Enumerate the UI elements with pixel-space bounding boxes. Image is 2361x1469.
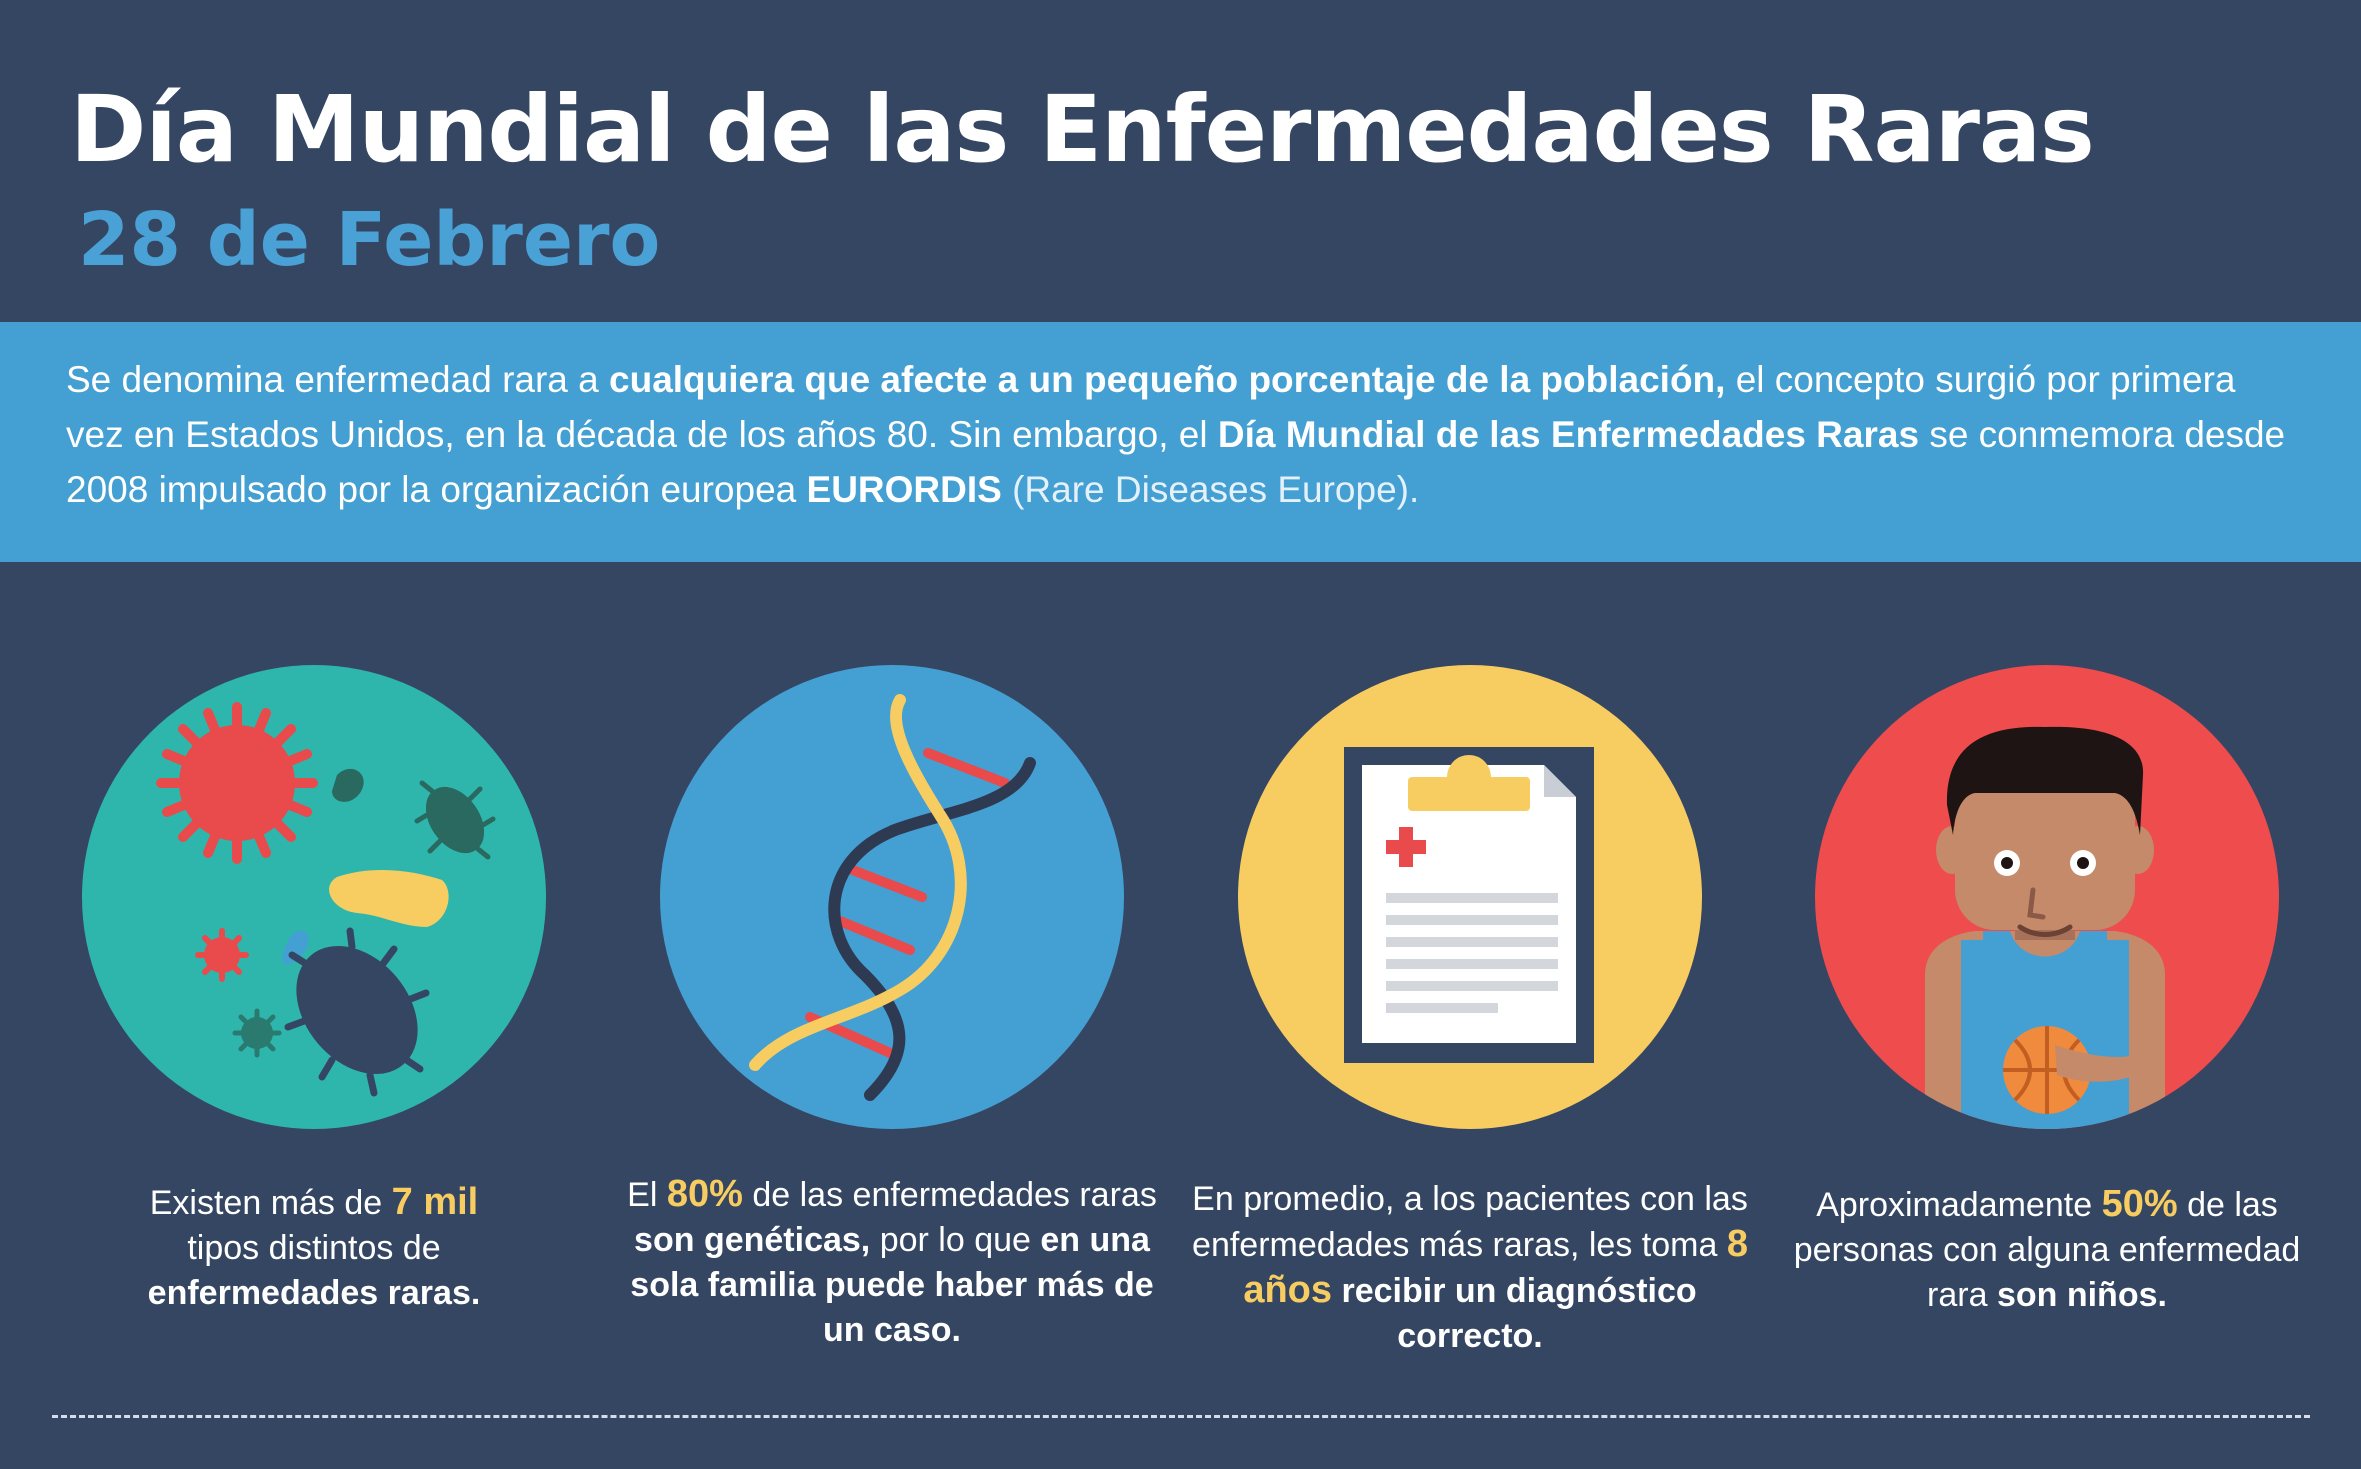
intro-bold-2: Día Mundial de las Enfermedades Raras <box>1217 414 1920 455</box>
intro-bold-3: EURORDIS <box>806 469 1002 510</box>
fact-2-highlight: 80% <box>666 1173 743 1215</box>
dna-icon <box>660 665 1124 1129</box>
fact-caption-3: En promedio, a los pacientes con las enf… <box>1190 1177 1750 1359</box>
intro-text-3: se conmemora desde 2008 impulsado por la… <box>66 414 2286 510</box>
fact-3-bold: recibir un diagnóstico correcto. <box>1341 1272 1697 1355</box>
microbes-icon <box>82 665 546 1129</box>
fact-4-highlight: 50% <box>2101 1183 2178 1225</box>
header: Día Mundial de las Enfermedades Raras 28… <box>70 70 2270 290</box>
fact-2-text-3: por lo que <box>870 1221 1041 1259</box>
clipboard-illustration <box>1344 747 1594 1063</box>
fact-2-text-2: de las enfermedades raras <box>742 1176 1157 1214</box>
fact-3-text-1: En promedio, a los pacientes con las enf… <box>1192 1180 1748 1264</box>
child-illustration <box>1925 726 2165 1129</box>
page-subtitle-date: 28 de Febrero <box>78 197 661 283</box>
fact-3-highlight: 8 años <box>1243 1223 1748 1311</box>
fact-4-text-1: Aproximadamente <box>1816 1186 2102 1224</box>
fact-1-text-2: tipos distintos de <box>187 1229 441 1267</box>
intro-text-4: (Rare Diseases Europe). <box>1001 469 1420 510</box>
fact-1-highlight: 7 mil <box>391 1181 479 1223</box>
fact-2-text-1: El <box>627 1176 667 1214</box>
dna-illustration <box>749 694 1036 1101</box>
intro-band: Se denomina enfermedad rara a cualquiera… <box>0 322 2361 562</box>
intro-text-2: el concepto surgió por primera vez en Es… <box>66 359 2236 455</box>
footer-divider <box>52 1415 2310 1418</box>
fact-2-bold: son genéticas, <box>634 1221 871 1259</box>
fact-2-bold-2: en una sola familia puede haber más de u… <box>630 1221 1154 1349</box>
intro-paragraph: Se denomina enfermedad rara a cualquiera… <box>66 352 2295 517</box>
fact-4-bold: son niños. <box>1996 1276 2167 1314</box>
child-icon <box>1815 665 2279 1129</box>
intro-bold-1: cualquiera que afecte a un pequeño porce… <box>609 359 1726 400</box>
microbes-illustration <box>156 702 496 1097</box>
fact-1-bold: enfermedades raras. <box>147 1274 481 1312</box>
fact-caption-2: El 80% de las enfermedades raras son gen… <box>612 1172 1172 1353</box>
clipboard-icon <box>1238 665 1702 1129</box>
fact-caption-1: Existen más de 7 mil tipos distintos de … <box>34 1180 594 1316</box>
intro-text-1: Se denomina enfermedad rara a <box>66 359 610 400</box>
fact-caption-4: Aproximadamente 50% de las personas con … <box>1767 1182 2327 1318</box>
fact-1-text-1: Existen más de <box>149 1184 392 1222</box>
page-title: Día Mundial de las Enfermedades Raras <box>70 76 2095 183</box>
fact-4-text-2: de las personas con alguna enfermedad ra… <box>1793 1186 2301 1314</box>
